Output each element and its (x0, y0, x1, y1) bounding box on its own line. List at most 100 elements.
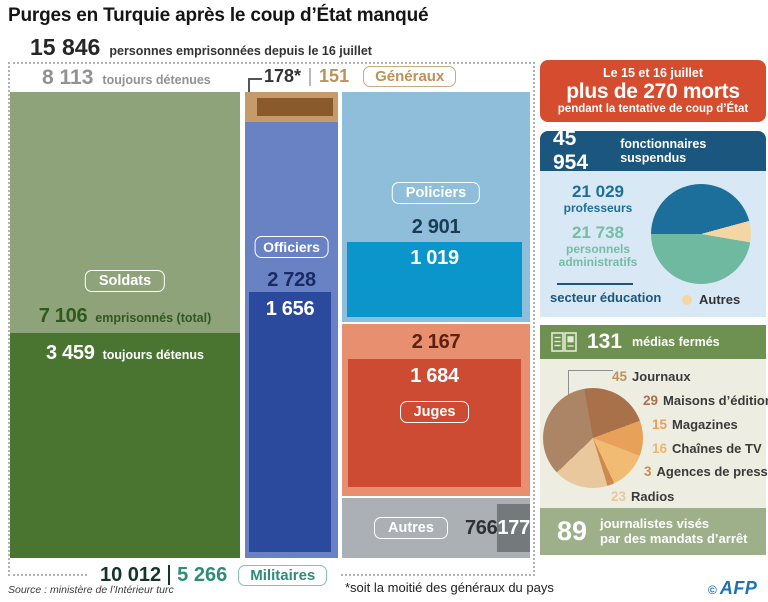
officiers-imprisoned-value: 2 728 (267, 269, 316, 291)
education-panel: 21 029 professeurs 21 738 personnels adm… (540, 171, 766, 317)
autres-detained-block: 177 (497, 504, 530, 552)
journalists-banner: 89 journalistes visés par des mandats d’… (540, 508, 766, 555)
officiers-detained-value: 1 656 (265, 298, 315, 320)
militaires-stat: 10 012 5 266 Militaires (88, 560, 340, 590)
media-item-label: Maisons d’édition (663, 393, 768, 408)
divider (309, 67, 312, 86)
juges-detained-value: 1 684 (410, 365, 459, 387)
journalists-value: 89 (557, 516, 588, 546)
divider (168, 565, 171, 585)
media-item-chaines-tv: 16 Chaînes de TV (652, 441, 762, 456)
soldats-detained-value: 3 459 (46, 342, 95, 364)
source-note: Source : ministère de l’Intérieur turc (8, 584, 174, 596)
media-item-label: Magazines (672, 417, 738, 432)
suspended-value: 45 954 (553, 127, 589, 174)
professors-label: professeurs (563, 200, 633, 215)
media-closed-value: 131 (587, 330, 623, 353)
journalists-label: journalistes visés par des mandats d’arr… (600, 515, 748, 547)
officiers-detained-block: 1 656 (249, 292, 331, 552)
officiers-block: Officiers 2 728 1 656 (245, 122, 338, 558)
deaths-box: Le 15 et 16 juillet plus de 270 morts pe… (540, 60, 766, 122)
media-item-value: 16 (652, 441, 668, 456)
professors-value: 21 029 (572, 182, 624, 201)
admin-value: 21 738 (572, 222, 624, 242)
policiers-imprisoned-value: 2 901 (411, 216, 461, 238)
media-item-journaux: 45 Journaux (612, 369, 691, 384)
autres-block: Autres 766 177 (342, 498, 530, 558)
militaires-label-pill: Militaires (238, 564, 328, 586)
media-item-label: Chaînes de TV (672, 441, 762, 456)
generals-arrested-value: 178* (264, 66, 302, 86)
media-item-label: Radios (631, 489, 675, 504)
media-closed-label: médias fermés (632, 335, 720, 349)
generals-callout-line (248, 78, 262, 94)
autres-imprisoned-value: 766 (464, 516, 498, 539)
education-sector-label: secteur éducation (550, 290, 662, 305)
policiers-block: Policiers 2 901 1 019 (342, 92, 530, 322)
policiers-detained-value: 1 019 (410, 247, 459, 269)
generals-detained-block (257, 98, 333, 116)
militaires-imprisoned-value: 10 012 (100, 563, 162, 586)
journalists-label-line1: journalistes visés (600, 515, 710, 531)
generals-detained-value: 151 (319, 66, 350, 86)
journaux-callout-line (568, 370, 613, 401)
deaths-count-line: plus de 270 morts (566, 79, 740, 103)
media-item-maisons-edition: 29 Maisons d’édition (643, 393, 768, 408)
soldats-imprisoned-label: emprisonnés (total) (95, 311, 212, 325)
divider (557, 283, 633, 285)
deaths-date-line: Le 15 et 16 juillet (602, 65, 704, 80)
suspended-header: 45 954 fonctionnaires suspendus (540, 127, 766, 174)
copyright-icon: © (708, 583, 717, 597)
media-item-agences-presse: 3 Agences de presse (644, 464, 768, 479)
generals-footnote: *soit la moitié des généraux du pays (345, 580, 554, 595)
media-item-value: 3 (644, 464, 652, 479)
autres-label-pill: Autres (374, 517, 448, 539)
soldats-detained-label: toujours détenus (102, 348, 204, 362)
afp-logo: AFP (719, 578, 758, 598)
total-imprisoned-value: 15 846 (30, 34, 101, 60)
media-header: 131 médias fermés (540, 325, 766, 359)
total-imprisoned-label: personnes emprisonnées depuis le 16 juil… (109, 44, 372, 58)
suspended-label: fonctionnaires suspendus (620, 137, 707, 165)
admin-label: personnels administratifs (558, 241, 638, 269)
media-item-value: 15 (652, 417, 668, 432)
deaths-context-line: pendant la tentative de coup d’État (557, 103, 749, 116)
militaires-detained-value: 5 266 (177, 563, 228, 586)
policiers-label-pill: Policiers (391, 182, 481, 204)
media-pie-chart (543, 388, 643, 488)
juges-imprisoned-value: 2 167 (411, 331, 461, 353)
media-panel: 45 Journaux 29 Maisons d’édition 15 Maga… (540, 359, 768, 508)
education-figures: 21 029 professeurs 21 738 personnels adm… (540, 182, 656, 269)
officiers-label-pill: Officiers (254, 236, 329, 258)
soldats-block: Soldats 7 106 emprisonnés (total) 3 459 … (10, 92, 240, 558)
generals-label-pill: Généraux (363, 66, 457, 87)
afp-credit: © AFP (708, 578, 757, 599)
soldats-detained-block: 3 459 toujours détenus (10, 333, 240, 558)
education-pie-chart (651, 184, 751, 284)
total-imprisoned-stat: 15 846 personnes emprisonnées depuis le … (30, 34, 372, 61)
journalists-label-line2: par des mandats d’arrêt (600, 530, 748, 546)
juges-detained-block: 1 684 Juges (348, 359, 521, 487)
policiers-detained-block: 1 019 (347, 242, 522, 317)
still-detained-stat: 8 113 toujours détenues (42, 66, 211, 90)
page-title: Purges en Turquie après le coup d’État m… (8, 5, 429, 26)
autres-detained-value: 177 (497, 516, 530, 539)
media-item-radios: 23 Radios (611, 489, 674, 504)
generals-stat: 178* 151 Généraux (264, 66, 457, 87)
juges-block: 2 167 1 684 Juges (342, 324, 530, 496)
soldats-detained-row: 3 459 toujours détenus (10, 342, 240, 365)
legend-dot-autres (682, 294, 692, 305)
media-item-value: 23 (611, 489, 627, 504)
soldats-imprisoned-value: 7 106 (38, 305, 88, 327)
education-legend: Autres (682, 292, 740, 307)
still-detained-value: 8 113 (42, 66, 94, 89)
media-item-label: Agences de presse (656, 464, 768, 479)
media-item-value: 29 (643, 393, 659, 408)
juges-label-pill: Juges (399, 401, 470, 423)
media-item-label: Journaux (632, 369, 691, 384)
still-detained-label: toujours détenues (102, 73, 211, 87)
soldats-label-pill: Soldats (84, 270, 166, 292)
legend-label-autres: Autres (699, 292, 741, 307)
newspaper-icon (551, 332, 577, 352)
